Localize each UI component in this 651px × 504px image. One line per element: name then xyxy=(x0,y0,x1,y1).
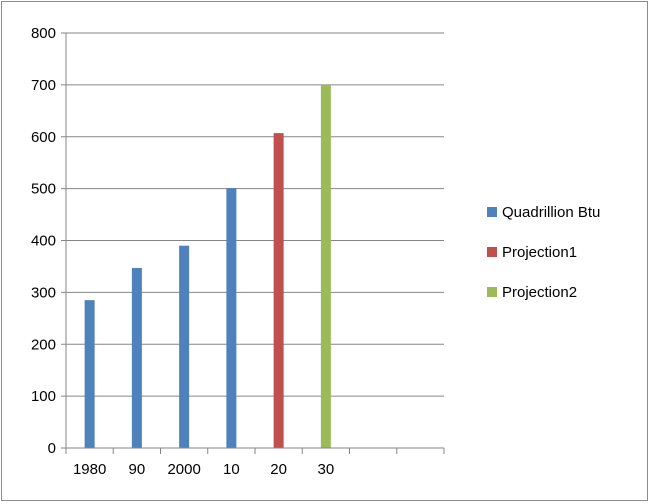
y-tick-label: 200 xyxy=(31,336,56,353)
legend-label: Quadrillion Btu xyxy=(502,204,600,221)
bar-2000 xyxy=(179,245,190,448)
x-tick-label: 10 xyxy=(223,461,240,478)
y-tick-label: 800 xyxy=(31,25,56,42)
legend-swatch xyxy=(487,287,497,297)
x-tick-label: 30 xyxy=(318,461,335,478)
bar-20 xyxy=(273,133,284,448)
bar-1980 xyxy=(84,300,95,448)
gridlines xyxy=(66,32,444,397)
bar-90 xyxy=(131,267,142,448)
bars xyxy=(84,84,331,448)
x-tick-label: 90 xyxy=(129,461,146,478)
y-tick-label: 500 xyxy=(31,181,56,198)
legend: Quadrillion Btu Projection1 Projection2 xyxy=(487,204,600,301)
y-tick-label: 300 xyxy=(31,284,56,301)
x-tick-label: 20 xyxy=(270,461,287,478)
legend-label: Projection2 xyxy=(502,284,577,301)
legend-label: Projection1 xyxy=(502,244,577,261)
x-tick-label: 1980 xyxy=(73,461,106,478)
y-tick-label: 600 xyxy=(31,129,56,146)
legend-swatch xyxy=(487,247,497,257)
x-tick-labels: 1980 90 2000 10 20 30 xyxy=(73,461,334,478)
y-tick-label: 400 xyxy=(31,233,56,250)
bar-30 xyxy=(320,84,331,448)
legend-swatch xyxy=(487,207,497,217)
bar-10 xyxy=(226,188,237,448)
y-tick-label: 700 xyxy=(31,77,56,94)
y-tick-label: 100 xyxy=(31,388,56,405)
axes xyxy=(61,32,445,454)
y-tick-labels: 0 100 200 300 400 500 600 700 800 xyxy=(31,25,56,457)
x-tick-label: 2000 xyxy=(167,461,200,478)
y-tick-label: 0 xyxy=(48,440,56,457)
